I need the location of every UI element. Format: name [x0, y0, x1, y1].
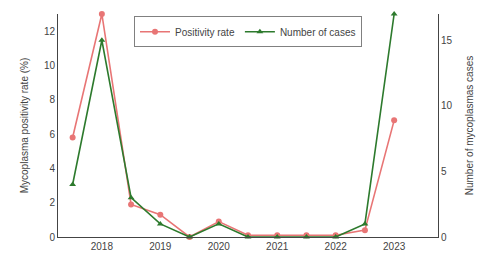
- svg-text:Number of cases: Number of cases: [280, 27, 356, 38]
- svg-text:Positivity rate: Positivity rate: [175, 27, 235, 38]
- svg-text:4: 4: [49, 163, 55, 174]
- svg-text:Number of mycoplasmas cases: Number of mycoplasmas cases: [464, 56, 475, 196]
- svg-text:0: 0: [441, 232, 447, 243]
- svg-text:15: 15: [441, 35, 453, 46]
- svg-text:6: 6: [49, 129, 55, 140]
- svg-text:10: 10: [44, 60, 56, 71]
- svg-text:2023: 2023: [383, 241, 406, 252]
- svg-text:2: 2: [49, 197, 55, 208]
- svg-text:2018: 2018: [91, 241, 114, 252]
- svg-text:5: 5: [441, 166, 447, 177]
- svg-text:2021: 2021: [266, 241, 289, 252]
- svg-text:8: 8: [49, 94, 55, 105]
- svg-text:10: 10: [441, 100, 453, 111]
- svg-text:2019: 2019: [149, 241, 172, 252]
- svg-text:2022: 2022: [325, 241, 348, 252]
- svg-text:0: 0: [49, 232, 55, 243]
- svg-text:12: 12: [44, 26, 56, 37]
- svg-text:2020: 2020: [208, 241, 231, 252]
- svg-text:Mycoplasma positivity rate (%): Mycoplasma positivity rate (%): [19, 58, 30, 194]
